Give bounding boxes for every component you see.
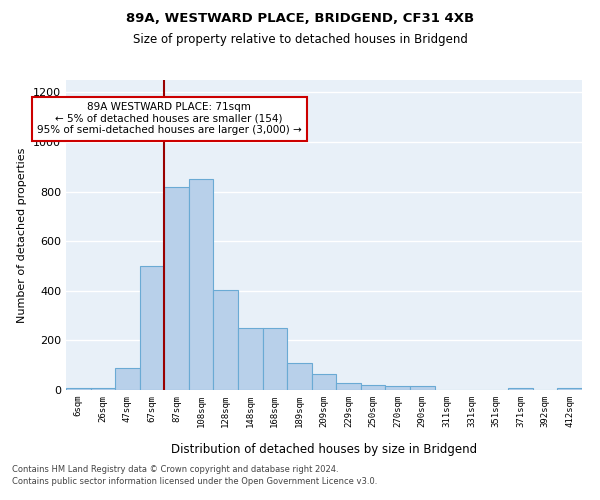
- Bar: [115, 368, 140, 390]
- Bar: [336, 382, 361, 390]
- Bar: [238, 328, 263, 390]
- Text: Contains HM Land Registry data © Crown copyright and database right 2024.: Contains HM Land Registry data © Crown c…: [12, 466, 338, 474]
- Bar: [557, 388, 582, 390]
- Bar: [508, 388, 533, 390]
- Bar: [214, 290, 238, 390]
- Bar: [189, 179, 214, 390]
- Text: Distribution of detached houses by size in Bridgend: Distribution of detached houses by size …: [171, 442, 477, 456]
- Bar: [410, 386, 434, 390]
- Text: 89A, WESTWARD PLACE, BRIDGEND, CF31 4XB: 89A, WESTWARD PLACE, BRIDGEND, CF31 4XB: [126, 12, 474, 26]
- Bar: [263, 328, 287, 390]
- Bar: [312, 374, 336, 390]
- Bar: [66, 388, 91, 390]
- Bar: [385, 386, 410, 390]
- Bar: [287, 362, 312, 390]
- Bar: [91, 388, 115, 390]
- Bar: [164, 186, 189, 390]
- Text: 89A WESTWARD PLACE: 71sqm
← 5% of detached houses are smaller (154)
95% of semi-: 89A WESTWARD PLACE: 71sqm ← 5% of detach…: [37, 102, 302, 136]
- Bar: [361, 385, 385, 390]
- Bar: [140, 266, 164, 390]
- Y-axis label: Number of detached properties: Number of detached properties: [17, 148, 28, 322]
- Text: Size of property relative to detached houses in Bridgend: Size of property relative to detached ho…: [133, 32, 467, 46]
- Text: Contains public sector information licensed under the Open Government Licence v3: Contains public sector information licen…: [12, 476, 377, 486]
